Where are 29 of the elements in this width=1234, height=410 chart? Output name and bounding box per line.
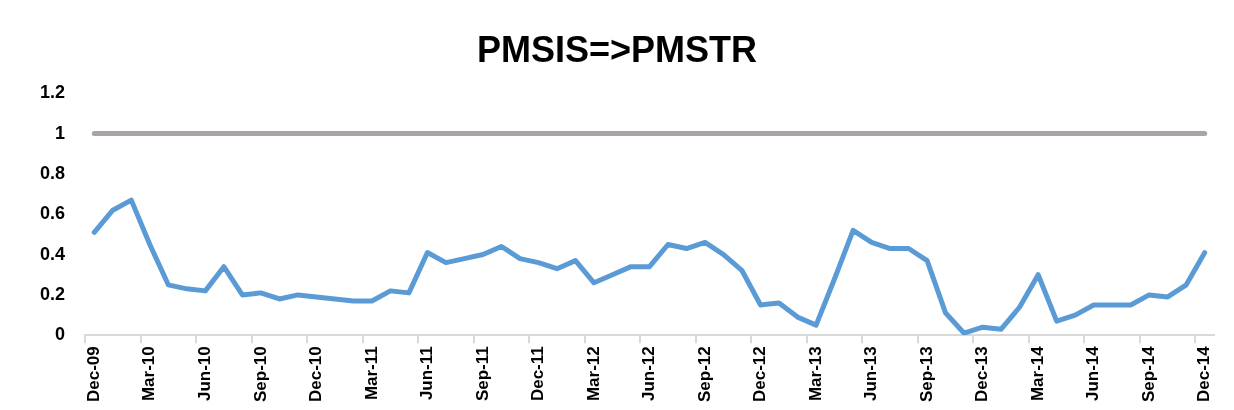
y-tick-label: 1.2 [39,82,66,103]
y-tick-label: 0.8 [39,162,66,183]
x-tick-label: Dec-09 [83,346,103,403]
x-tick-label: Mar-14 [1027,345,1047,402]
y-tick-label: 1 [55,122,66,143]
x-tick-label: Jun-12 [639,346,659,402]
x-tick-label: Dec-14 [1194,345,1214,403]
x-tick-label: Jun-13 [861,346,881,402]
y-tick-label: 0.4 [39,243,66,264]
x-tick-label: Dec-13 [972,346,992,403]
x-tick-label: Dec-11 [528,346,548,402]
x-tick-label: Sep-12 [694,346,714,402]
x-tick-label: Mar-13 [805,346,825,402]
x-tick-label: Jun-14 [1083,345,1103,402]
y-tick-label: 0 [55,324,66,345]
y-tick-label: 0.6 [39,203,66,224]
x-tick-label: Mar-10 [139,346,159,402]
x-tick-label: Sep-13 [916,346,936,402]
x-tick-label: Jun-10 [195,346,215,402]
x-tick-label: Sep-11 [472,346,492,402]
x-tick-label: Sep-10 [250,346,270,402]
x-tick-label: Dec-12 [750,346,770,403]
x-tick-label: Mar-11 [361,346,381,401]
x-tick-label: Sep-14 [1138,345,1158,402]
x-tick-label: Dec-10 [306,346,326,403]
x-tick-label: Jun-11 [417,346,437,401]
x-tick-label: Mar-12 [583,346,603,402]
chart-title: PMSIS=>PMSTR [476,28,758,70]
y-tick-label: 0.2 [39,283,66,304]
